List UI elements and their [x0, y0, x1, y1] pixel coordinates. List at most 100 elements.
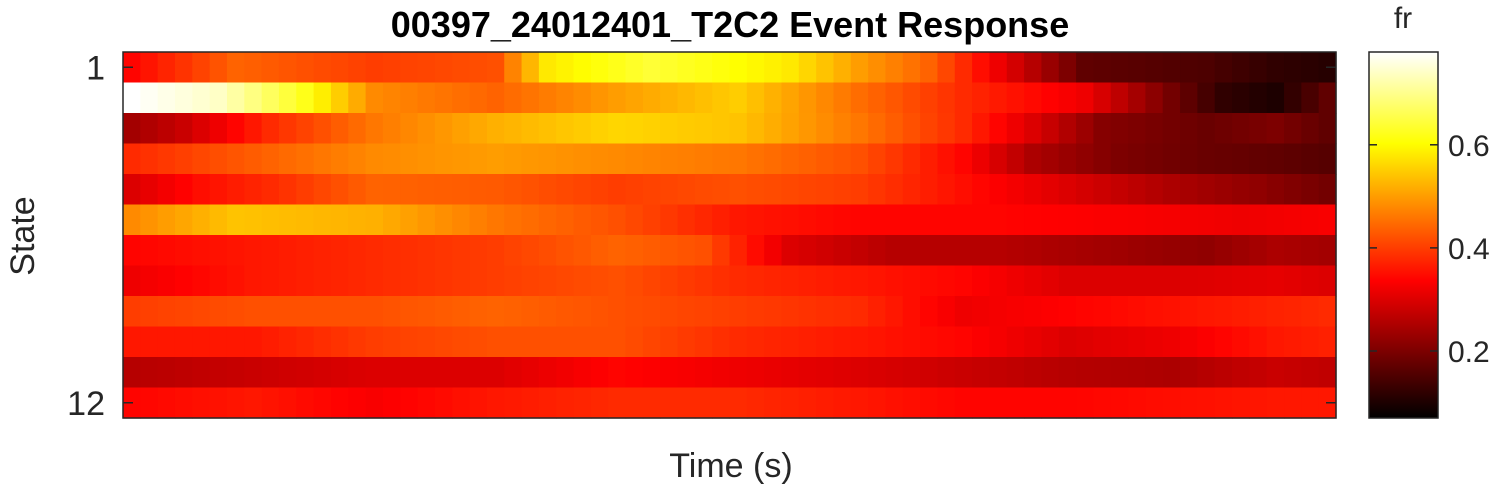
heatmap-cell [1041, 357, 1060, 389]
heatmap-cell [954, 326, 973, 358]
heatmap-cell [781, 82, 800, 114]
heatmap-cell [417, 326, 436, 358]
heatmap-cell [556, 113, 575, 145]
heatmap-cell [1249, 296, 1268, 328]
heatmap-cell [729, 174, 748, 206]
heatmap-cell [573, 143, 592, 175]
heatmap-cell [1162, 174, 1181, 206]
heatmap-cell [989, 52, 1008, 84]
heatmap-cell [400, 235, 419, 267]
heatmap-cell [1214, 296, 1233, 328]
heatmap-cell [625, 204, 644, 236]
heatmap-cell [868, 235, 887, 267]
heatmap-cell [972, 204, 991, 236]
heatmap-cell [400, 52, 419, 84]
heatmap-cell [1128, 296, 1146, 328]
heatmap-cell [920, 326, 939, 358]
heatmap-cell [504, 174, 523, 206]
heatmap-cell [1162, 296, 1181, 328]
heatmap-cell [660, 143, 679, 175]
heatmap-cell [677, 296, 696, 328]
heatmap-cell [590, 174, 609, 206]
heatmap-cell [1041, 52, 1060, 84]
heatmap-cell [694, 387, 713, 419]
heatmap-cell [365, 174, 384, 206]
heatmap-cell [573, 387, 592, 419]
heatmap-cell [1041, 113, 1060, 145]
heatmap-cell [1024, 82, 1043, 114]
heatmap-cell [608, 357, 627, 389]
heatmap-cell [833, 113, 852, 145]
heatmap-cell [1249, 326, 1268, 358]
heatmap-cell [226, 357, 245, 389]
heatmap-cell [244, 113, 263, 145]
heatmap-cell [434, 265, 453, 297]
heatmap-cell [729, 235, 748, 267]
heatmap-cell [313, 113, 332, 145]
heatmap-cells [123, 52, 1337, 419]
heatmap-cell [486, 52, 505, 84]
heatmap-cell [417, 52, 436, 84]
heatmap-cell [1041, 204, 1060, 236]
heatmap-cell [1301, 174, 1320, 206]
heatmap-cell [1041, 387, 1060, 419]
heatmap-cell [1058, 296, 1077, 328]
heatmap-cell [261, 204, 280, 236]
heatmap-cell [1318, 174, 1337, 206]
heatmap-cell [1058, 235, 1077, 267]
heatmap-cell [660, 113, 679, 145]
heatmap-cell [504, 52, 523, 84]
heatmap-cell [556, 204, 575, 236]
heatmap-cell [452, 52, 471, 84]
heatmap-cell [469, 326, 488, 358]
heatmap-cell [123, 265, 141, 297]
heatmap-cell [573, 82, 592, 114]
heatmap-cell [712, 235, 731, 267]
heatmap-cell [1006, 52, 1025, 84]
heatmap-cell [538, 174, 557, 206]
heatmap-cell [382, 174, 401, 206]
heatmap-cell [1128, 326, 1146, 358]
heatmap-cell [798, 296, 817, 328]
heatmap-cell [1006, 296, 1025, 328]
heatmap-cell [798, 113, 817, 145]
heatmap-cell [1318, 82, 1337, 114]
heatmap-cell [712, 52, 731, 84]
heatmap-cell [382, 143, 401, 175]
heatmap-cell [174, 52, 193, 84]
heatmap-cell [798, 265, 817, 297]
heatmap-cell [296, 143, 315, 175]
heatmap-cell [1128, 357, 1146, 389]
heatmap-cell [625, 143, 644, 175]
heatmap-cell [365, 357, 384, 389]
heatmap-cell [1041, 143, 1060, 175]
heatmap-cell [781, 204, 800, 236]
heatmap-cell [244, 326, 263, 358]
heatmap-cell [1249, 52, 1268, 84]
heatmap-cell [1180, 387, 1198, 419]
heatmap-cell [504, 113, 523, 145]
heatmap-cell [504, 296, 523, 328]
heatmap-cell [192, 174, 211, 206]
heatmap-cell [434, 235, 453, 267]
heatmap-cell [746, 296, 765, 328]
heatmap-cell [313, 357, 332, 389]
heatmap-cell [764, 235, 783, 267]
heatmap-cell [816, 296, 835, 328]
heatmap-cell [157, 296, 176, 328]
heatmap-cell [365, 82, 384, 114]
heatmap-cell [1110, 204, 1129, 236]
heatmap-cell [746, 235, 765, 267]
heatmap-cell [590, 357, 609, 389]
heatmap-cell [1318, 113, 1337, 145]
heatmap-cell [244, 357, 263, 389]
heatmap-cell [469, 265, 488, 297]
heatmap-cell [382, 326, 401, 358]
heatmap-cell [729, 143, 748, 175]
heatmap-cell [1006, 387, 1025, 419]
heatmap-cell [417, 82, 436, 114]
heatmap-cell [1232, 52, 1250, 84]
heatmap-cell [781, 326, 800, 358]
heatmap-cell [226, 235, 245, 267]
heatmap-cell [1249, 357, 1268, 389]
